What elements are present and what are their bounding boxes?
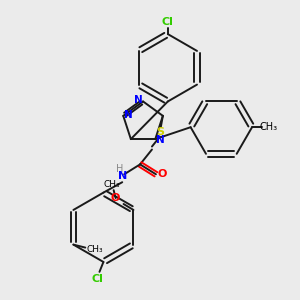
Text: Cl: Cl (92, 274, 104, 284)
Text: CH₃: CH₃ (103, 180, 120, 189)
Text: N: N (134, 95, 142, 106)
Text: Cl: Cl (162, 17, 174, 27)
Text: N: N (124, 110, 133, 120)
Text: CH₃: CH₃ (260, 122, 278, 132)
Text: N: N (118, 171, 127, 181)
Text: S: S (156, 127, 164, 137)
Text: CH₃: CH₃ (87, 245, 104, 254)
Text: O: O (111, 193, 120, 203)
Text: N: N (156, 135, 165, 145)
Text: O: O (157, 169, 167, 179)
Text: H: H (116, 164, 123, 174)
